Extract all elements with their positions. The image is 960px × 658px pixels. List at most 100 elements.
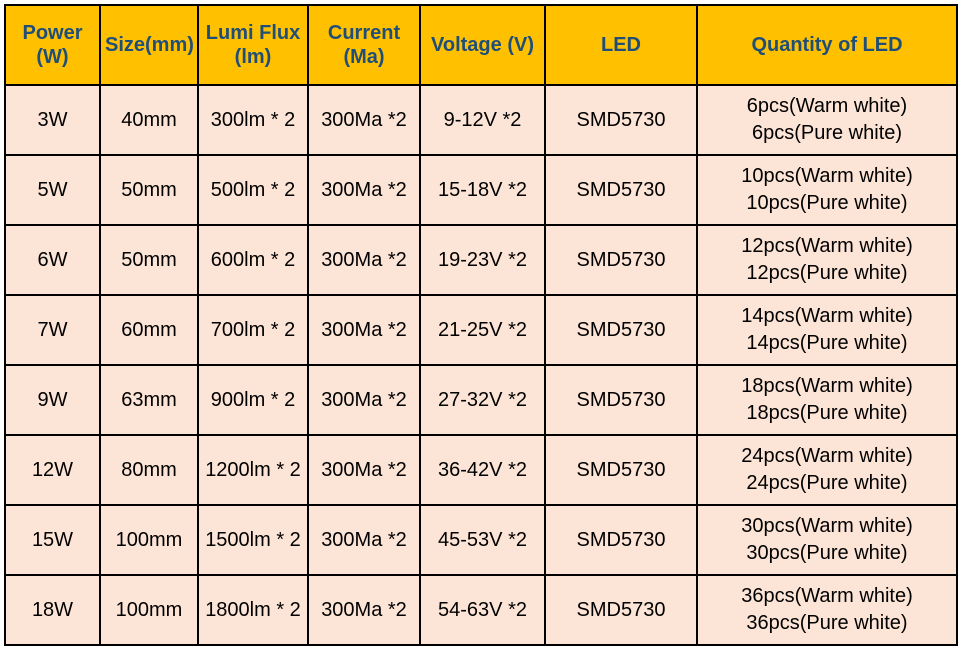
led-spec-table: Power (W) Size(mm) Lumi Flux (lm) Curren… (4, 4, 958, 646)
cell-value: 10pcs(Warm white) (741, 165, 913, 187)
cell-qty: 14pcs(Warm white) 14pcs(Pure white) (697, 295, 957, 365)
cell-voltage: 45-53V *2 (420, 505, 545, 575)
cell-size: 100mm (100, 505, 198, 575)
col-header-current: Current (Ma) (308, 5, 420, 85)
cell-qty: 30pcs(Warm white) 30pcs(Pure white) (697, 505, 957, 575)
cell-current: 300Ma *2 (308, 155, 420, 225)
cell-flux: 900lm * 2 (198, 365, 308, 435)
cell-value: 50mm (121, 249, 177, 271)
cell-value: 12W (32, 459, 73, 481)
cell-value: SMD5730 (577, 599, 666, 621)
header-text: LED (601, 34, 641, 56)
cell-led: SMD5730 (545, 155, 697, 225)
cell-value: 12pcs(Warm white) (741, 235, 913, 257)
cell-flux: 1500lm * 2 (198, 505, 308, 575)
header-text: Current (328, 22, 400, 44)
cell-value: 36-42V *2 (438, 459, 527, 481)
cell-value: 24pcs(Warm white) (741, 445, 913, 467)
cell-value: 24pcs(Pure white) (746, 472, 907, 494)
cell-value: 30pcs(Warm white) (741, 515, 913, 537)
header-text: Quantity of LED (751, 34, 902, 56)
cell-flux: 700lm * 2 (198, 295, 308, 365)
cell-value: 40mm (121, 109, 177, 131)
cell-voltage: 19-23V *2 (420, 225, 545, 295)
cell-value: 27-32V *2 (438, 389, 527, 411)
cell-current: 300Ma *2 (308, 365, 420, 435)
cell-value: 30pcs(Pure white) (746, 542, 907, 564)
cell-value: 500lm * 2 (211, 179, 296, 201)
cell-power: 9W (5, 365, 100, 435)
cell-size: 80mm (100, 435, 198, 505)
cell-power: 18W (5, 575, 100, 645)
cell-voltage: 36-42V *2 (420, 435, 545, 505)
cell-value: 21-25V *2 (438, 319, 527, 341)
cell-current: 300Ma *2 (308, 85, 420, 155)
table-row: 12W80mm1200lm * 2300Ma *236-42V *2SMD573… (5, 435, 957, 505)
cell-flux: 600lm * 2 (198, 225, 308, 295)
cell-voltage: 27-32V *2 (420, 365, 545, 435)
cell-value: 6pcs(Warm white) (747, 95, 907, 117)
col-header-size: Size(mm) (100, 5, 198, 85)
cell-voltage: 15-18V *2 (420, 155, 545, 225)
table-row: 15W 100mm1500lm * 2 300Ma *2 45-53V *2 SMD57… (5, 505, 957, 575)
table-row: 3W 40mm 300lm * 2 300Ma *2 9-12V *2SMD5730 6p… (5, 85, 957, 155)
cell-value: SMD5730 (577, 389, 666, 411)
cell-flux: 300lm * 2 (198, 85, 308, 155)
cell-led: SMD5730 (545, 575, 697, 645)
cell-value: 19-23V *2 (438, 249, 527, 271)
cell-value: 300Ma *2 (321, 109, 407, 131)
cell-size: 50mm (100, 155, 198, 225)
header-text: (W) (36, 46, 68, 68)
cell-value: 5W (38, 179, 68, 201)
cell-value: 300Ma *2 (321, 319, 407, 341)
cell-value: 300Ma *2 (321, 599, 407, 621)
cell-value: 80mm (121, 459, 177, 481)
header-text: Size(mm) (105, 34, 194, 56)
cell-size: 100mm (100, 575, 198, 645)
cell-qty: 36pcs(Warm white)36pcs(Pure white) (697, 575, 957, 645)
cell-value: SMD5730 (577, 529, 666, 551)
cell-value: 14pcs(Warm white) (741, 305, 913, 327)
cell-value: 15W (32, 529, 73, 551)
cell-led: SMD5730 (545, 365, 697, 435)
header-text: (lm) (235, 46, 272, 68)
cell-value: 900lm * 2 (211, 389, 296, 411)
col-header-led: LED (545, 5, 697, 85)
cell-power: 7W (5, 295, 100, 365)
cell-current: 300Ma *2 (308, 225, 420, 295)
cell-voltage: 21-25V *2 (420, 295, 545, 365)
cell-value: 6pcs(Pure white) (752, 122, 902, 144)
cell-qty: 10pcs(Warm white)10pcs(Pure white) (697, 155, 957, 225)
cell-value: 36pcs(Pure white) (746, 612, 907, 634)
cell-voltage: 9-12V *2 (420, 85, 545, 155)
cell-value: 300lm * 2 (211, 109, 296, 131)
cell-size: 40mm (100, 85, 198, 155)
table-row: 9W63mm900lm * 2300Ma *227-32V *2SMD57301… (5, 365, 957, 435)
cell-power: 12W (5, 435, 100, 505)
cell-value: 15-18V *2 (438, 179, 527, 201)
cell-led: SMD5730 (545, 85, 697, 155)
cell-value: 60mm (121, 319, 177, 341)
cell-size: 50mm (100, 225, 198, 295)
cell-value: 1800lm * 2 (205, 599, 301, 621)
cell-value: 700lm * 2 (211, 319, 296, 341)
col-header-power: Power (W) (5, 5, 100, 85)
table-row: 18W100mm 1800lm * 2 300Ma *2 54-63V *2 SMD57… (5, 575, 957, 645)
cell-value: 14pcs(Pure white) (746, 332, 907, 354)
cell-value: 54-63V *2 (438, 599, 527, 621)
table-row: 5W50mm500lm * 2300Ma *215-18V *2SMD57301… (5, 155, 957, 225)
header-text: (Ma) (343, 46, 384, 68)
cell-value: 1200lm * 2 (205, 459, 301, 481)
table-row: 7W 60mm 700lm * 2 300Ma *2 21-25V *2 SMD5730 1… (5, 295, 957, 365)
cell-value: 300Ma *2 (321, 459, 407, 481)
table-body: 3W40mm300lm * 2300Ma *29-12V *2SMD57306p… (5, 85, 957, 645)
col-header-qty: Quantity of LED (697, 5, 957, 85)
cell-value: 600lm * 2 (211, 249, 296, 271)
cell-value: 6W (38, 249, 68, 271)
cell-value: 300Ma *2 (321, 529, 407, 551)
cell-value: 300Ma *2 (321, 389, 407, 411)
cell-value: 50mm (121, 179, 177, 201)
cell-power: 3W (5, 85, 100, 155)
cell-value: SMD5730 (577, 319, 666, 341)
cell-led: SMD5730 (545, 225, 697, 295)
